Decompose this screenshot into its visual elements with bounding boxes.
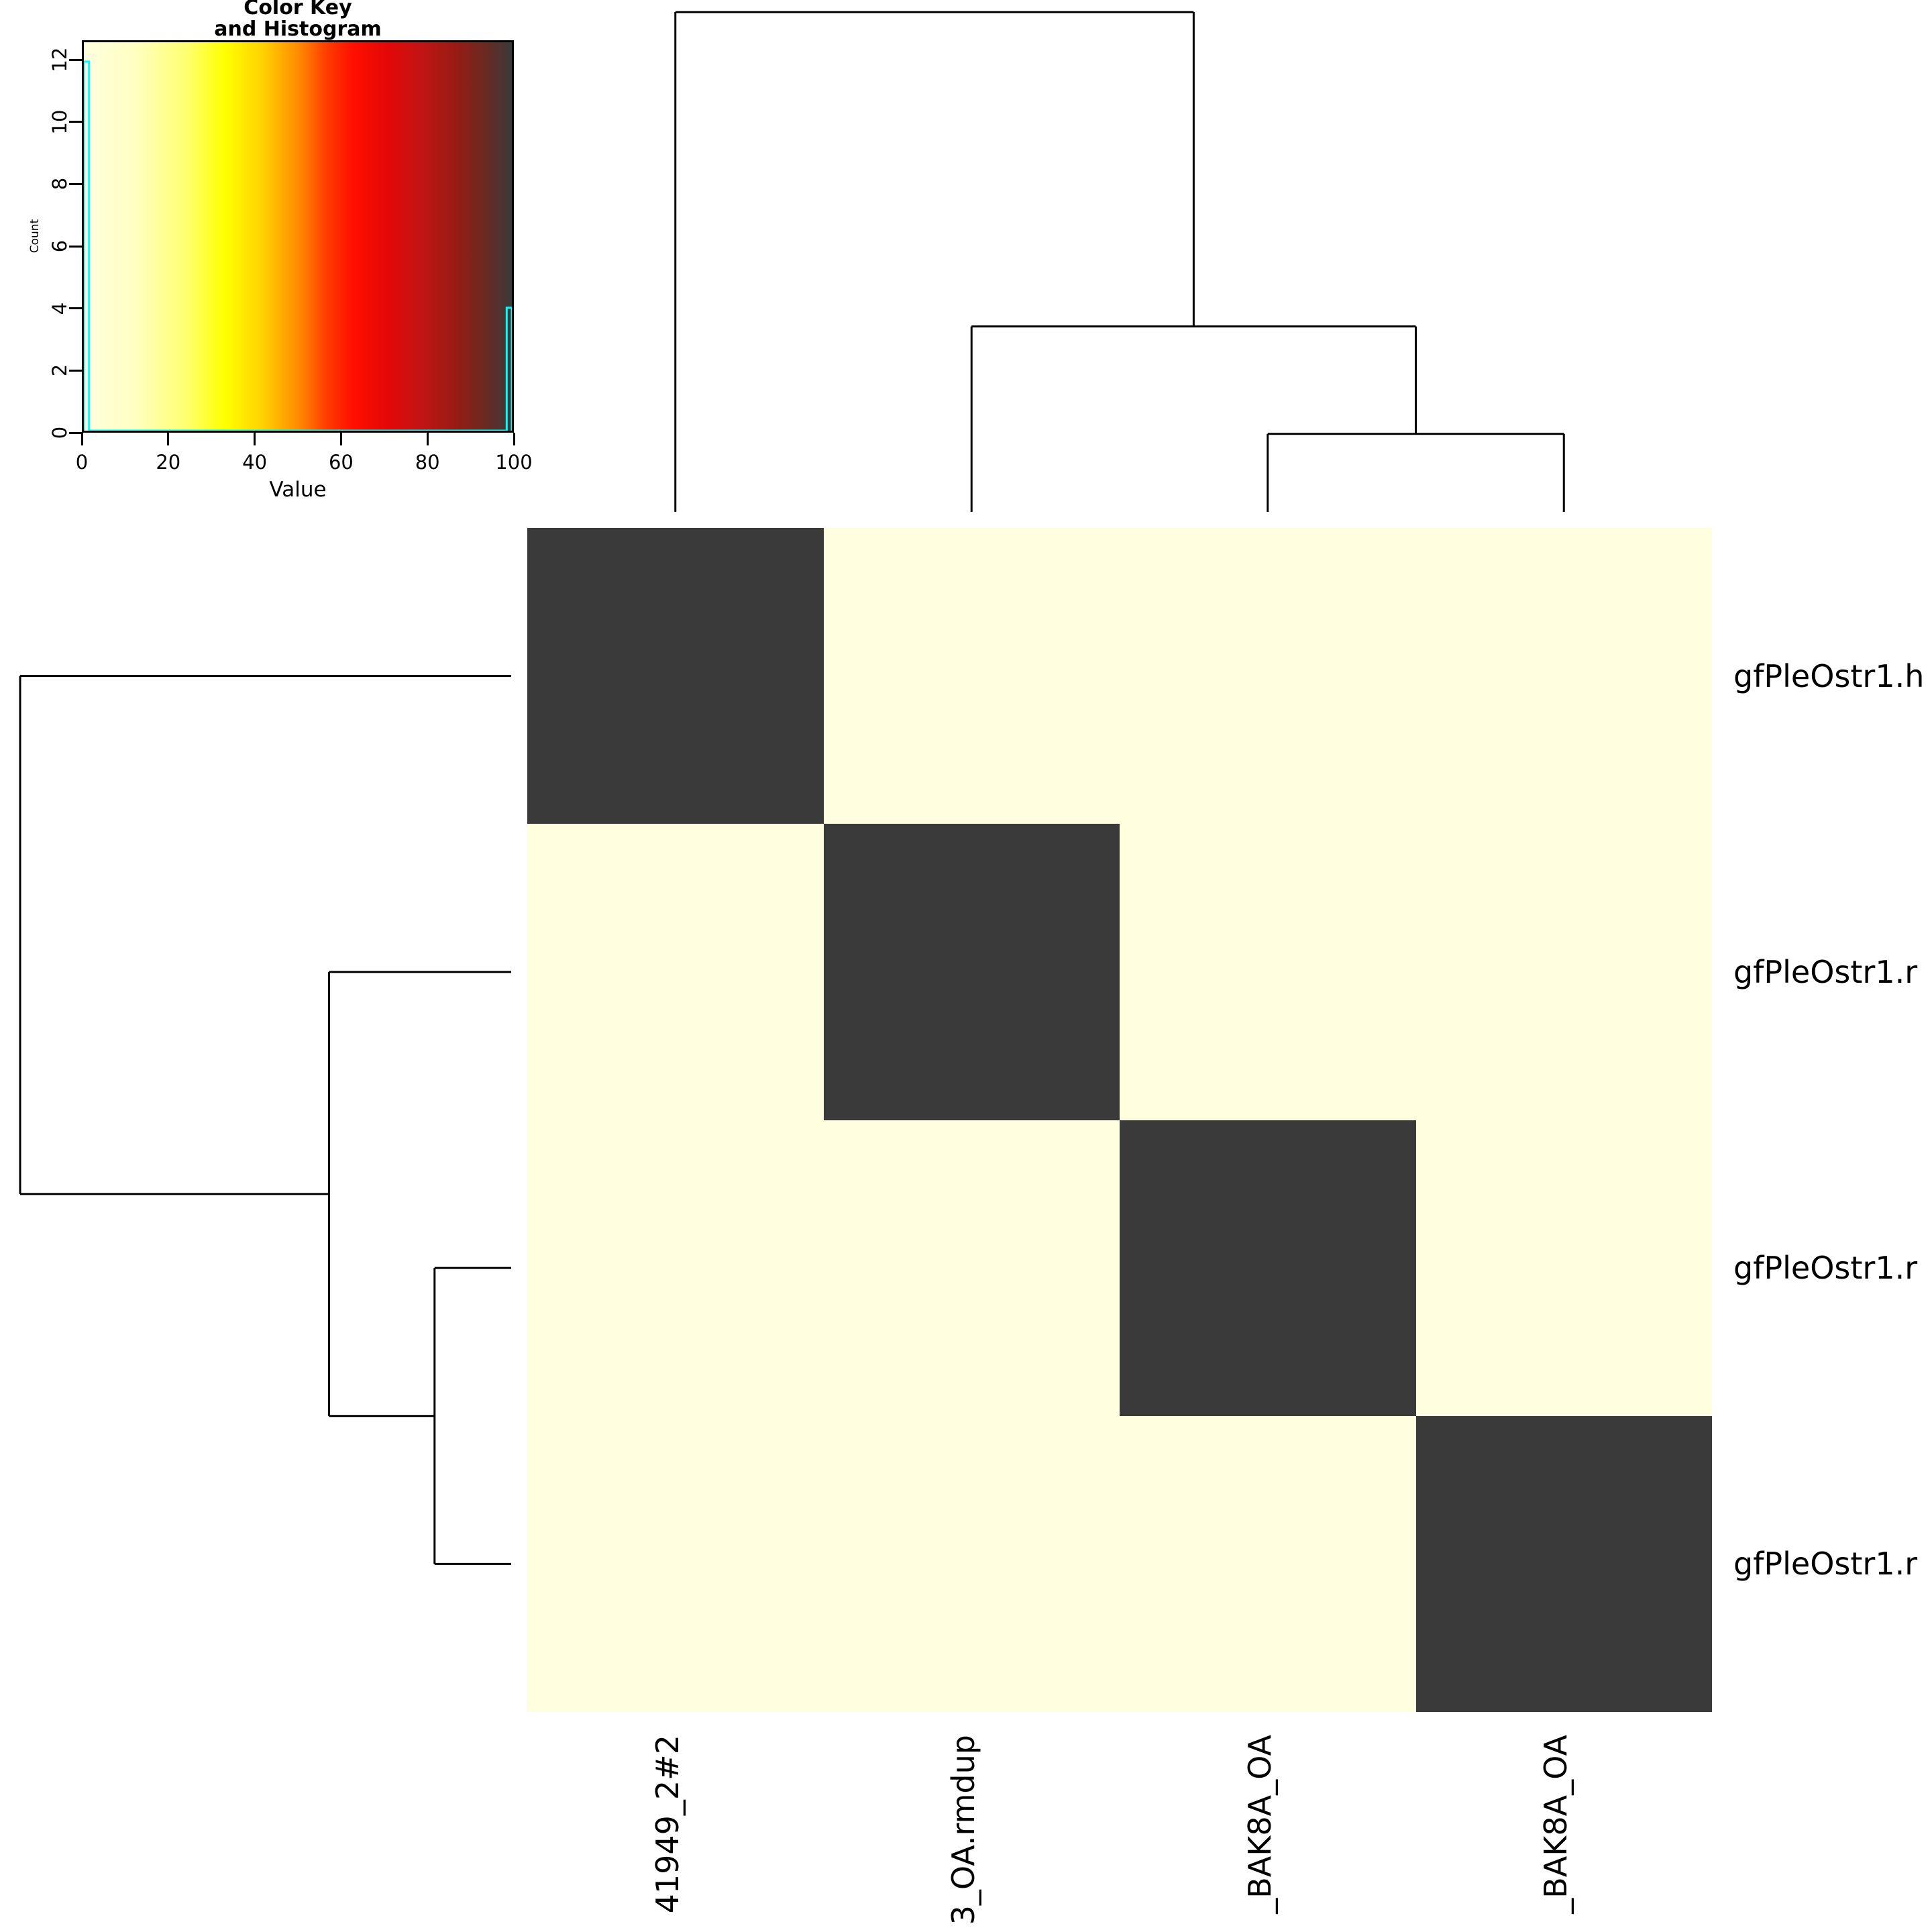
key-x-tick (80, 433, 83, 445)
color-key-gradient (82, 40, 514, 433)
key-x-tick-label: 60 (328, 451, 354, 474)
key-y-tick-label: 8 (48, 178, 71, 191)
row-label: gfPleOstr1.r (1733, 1250, 1918, 1287)
heatmap-grid (527, 528, 1712, 1712)
column-label: 3_OA.rmdup (945, 1735, 982, 1925)
heatmap-cell (823, 824, 1120, 1120)
heatmap-cell (1120, 528, 1416, 824)
key-y-tick (69, 369, 82, 372)
color-key-title-line1: Color Key (244, 0, 352, 19)
key-y-tick (69, 431, 82, 434)
color-key-title: Color Key and Histogram (82, 0, 514, 40)
heatmap-cell (1415, 1120, 1712, 1416)
histogram-polyline (84, 60, 512, 431)
heatmap-cell (527, 1120, 824, 1416)
heatmap-cell (1415, 528, 1712, 824)
key-x-tick (426, 433, 429, 445)
key-x-tick (167, 433, 170, 445)
key-x-tick-label: 0 (75, 451, 89, 474)
key-y-tick-label: 10 (48, 109, 71, 135)
heatmap-cell (1120, 1415, 1416, 1712)
key-y-tick-label: 12 (48, 47, 71, 72)
key-x-tick (339, 433, 342, 445)
key-y-tick (69, 245, 82, 248)
key-y-axis-label: Count (28, 219, 42, 254)
key-x-tick-label: 80 (415, 451, 440, 474)
heatmap-cell (823, 528, 1120, 824)
key-y-tick-label: 4 (48, 302, 71, 315)
column-label: _BAK8A_OA (1241, 1735, 1278, 1914)
key-x-axis-label: Value (269, 478, 327, 502)
key-y-tick (69, 307, 82, 310)
key-histogram-trace (84, 60, 512, 431)
column-label: 41949_2#2 (649, 1735, 686, 1914)
heatmap-cell (527, 1415, 824, 1712)
key-y-tick-label: 2 (48, 364, 71, 377)
row-label: gfPleOstr1.r (1733, 1546, 1918, 1582)
color-key-title-line2: and Histogram (214, 17, 382, 41)
key-x-tick-label: 100 (495, 451, 533, 474)
key-y-tick-label: 6 (48, 239, 71, 253)
key-x-tick (513, 433, 515, 445)
key-y-tick (69, 121, 82, 123)
heatmap-cell (823, 1120, 1120, 1416)
heatmap-cell (1415, 1415, 1712, 1712)
heatmap-cell (527, 528, 824, 824)
key-y-tick (69, 58, 82, 61)
key-y-tick (69, 182, 82, 185)
column-label: _BAK8A_OA (1538, 1735, 1574, 1914)
heatmap-cell (1120, 1120, 1416, 1416)
row-label: gfPleOstr1.r (1733, 953, 1918, 990)
heatmap-cell (527, 824, 824, 1120)
key-x-tick (254, 433, 256, 445)
key-x-tick-label: 40 (242, 451, 268, 474)
key-x-tick-label: 20 (156, 451, 181, 474)
heatmap-cell (1415, 824, 1712, 1120)
row-label: gfPleOstr1.h (1733, 657, 1925, 694)
heatmap-cell (823, 1415, 1120, 1712)
key-y-tick-label: 0 (48, 426, 71, 439)
heatmap-cell (1120, 824, 1416, 1120)
